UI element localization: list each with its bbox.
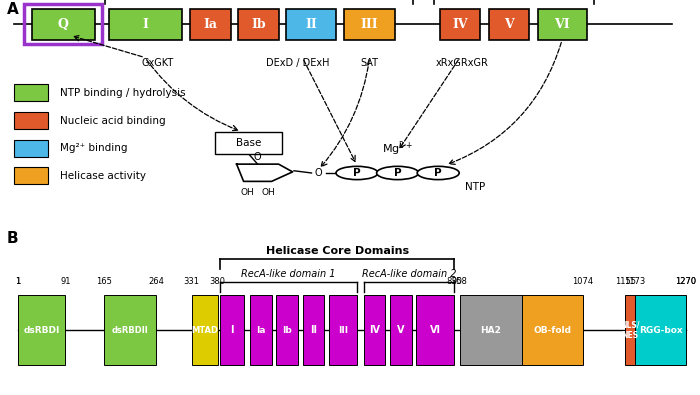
Text: 1: 1	[15, 276, 21, 286]
Text: 1074: 1074	[573, 276, 594, 286]
FancyBboxPatch shape	[104, 295, 157, 365]
Text: xRxGRxGR: xRxGRxGR	[435, 58, 489, 68]
Text: II: II	[310, 325, 317, 335]
Text: I: I	[142, 18, 148, 31]
Text: 958: 958	[452, 276, 468, 286]
Text: Mg$^{2+}$: Mg$^{2+}$	[382, 139, 413, 158]
Text: B: B	[7, 231, 19, 246]
FancyBboxPatch shape	[522, 295, 583, 365]
FancyBboxPatch shape	[18, 295, 65, 365]
Text: P: P	[394, 168, 401, 178]
Text: V: V	[504, 18, 514, 31]
Text: 1155: 1155	[615, 276, 636, 286]
FancyBboxPatch shape	[344, 9, 395, 40]
Text: O: O	[254, 152, 261, 162]
Text: V: V	[397, 325, 405, 335]
FancyBboxPatch shape	[216, 132, 281, 154]
Text: 1270: 1270	[676, 276, 696, 286]
FancyBboxPatch shape	[32, 9, 94, 40]
FancyBboxPatch shape	[538, 9, 587, 40]
Text: OH: OH	[261, 188, 275, 197]
FancyBboxPatch shape	[416, 295, 454, 365]
FancyBboxPatch shape	[250, 295, 272, 365]
FancyBboxPatch shape	[14, 140, 48, 156]
Text: dsRBDII: dsRBDII	[112, 326, 149, 335]
Text: Ib: Ib	[251, 18, 265, 31]
Text: NTP binding / hydrolysis: NTP binding / hydrolysis	[60, 88, 185, 98]
Text: Mg²⁺ binding: Mg²⁺ binding	[60, 143, 127, 153]
Text: GxGKT: GxGKT	[141, 58, 174, 68]
Text: 830: 830	[447, 276, 463, 286]
Circle shape	[417, 166, 459, 180]
Circle shape	[336, 166, 378, 180]
Text: III: III	[360, 18, 379, 31]
Text: Ib: Ib	[282, 326, 292, 335]
Text: SAT: SAT	[360, 58, 379, 68]
FancyBboxPatch shape	[192, 295, 218, 365]
Text: I: I	[230, 325, 234, 335]
Text: Q: Q	[57, 18, 69, 31]
FancyBboxPatch shape	[220, 295, 244, 365]
Text: OB-fold: OB-fold	[533, 326, 571, 335]
Text: 1173: 1173	[624, 276, 645, 286]
FancyBboxPatch shape	[108, 9, 182, 40]
Text: IV: IV	[452, 18, 468, 31]
Text: dsRBDI: dsRBDI	[24, 326, 60, 335]
Text: IV: IV	[369, 325, 380, 335]
FancyBboxPatch shape	[238, 9, 279, 40]
Text: Base: Base	[236, 138, 261, 148]
Text: Ia: Ia	[256, 326, 266, 335]
Text: RecA-like domain 2: RecA-like domain 2	[362, 269, 456, 279]
Text: 264: 264	[148, 276, 164, 286]
FancyBboxPatch shape	[364, 295, 386, 365]
FancyBboxPatch shape	[14, 167, 48, 184]
Text: 1270: 1270	[676, 276, 696, 286]
Text: DExD / DExH: DExD / DExH	[266, 58, 329, 68]
FancyBboxPatch shape	[390, 295, 412, 365]
FancyBboxPatch shape	[626, 295, 635, 365]
Text: II: II	[305, 18, 316, 31]
Text: VI: VI	[430, 325, 441, 335]
Text: Nucleic acid binding: Nucleic acid binding	[60, 116, 165, 126]
Text: Helicase Core Domains: Helicase Core Domains	[266, 246, 409, 256]
Text: RGG-box: RGG-box	[638, 326, 682, 335]
FancyBboxPatch shape	[190, 9, 231, 40]
Text: HA2: HA2	[480, 326, 501, 335]
FancyBboxPatch shape	[440, 9, 480, 40]
Text: VI: VI	[554, 18, 570, 31]
Text: MTAD: MTAD	[191, 326, 218, 335]
Text: RecA-like domain 1: RecA-like domain 1	[241, 269, 336, 279]
Circle shape	[377, 166, 419, 180]
Text: III: III	[338, 326, 348, 335]
Text: P: P	[354, 168, 360, 178]
Text: Helicase activity: Helicase activity	[60, 171, 146, 181]
FancyBboxPatch shape	[635, 295, 686, 365]
Text: Ia: Ia	[204, 18, 218, 31]
Text: P: P	[435, 168, 442, 178]
FancyBboxPatch shape	[303, 295, 324, 365]
FancyBboxPatch shape	[329, 295, 357, 365]
Text: NLS/
NES: NLS/ NES	[620, 321, 640, 340]
Text: 165: 165	[97, 276, 112, 286]
FancyBboxPatch shape	[489, 9, 529, 40]
FancyBboxPatch shape	[460, 295, 522, 365]
Text: 1: 1	[15, 276, 21, 286]
Text: NTP: NTP	[465, 182, 485, 192]
FancyBboxPatch shape	[14, 85, 48, 101]
Text: 91: 91	[60, 276, 71, 286]
FancyBboxPatch shape	[286, 9, 336, 40]
Text: OH: OH	[240, 188, 254, 197]
Text: 380: 380	[209, 276, 225, 286]
Text: O: O	[315, 168, 322, 178]
Text: 331: 331	[183, 276, 199, 286]
FancyBboxPatch shape	[276, 295, 298, 365]
Text: A: A	[7, 2, 19, 17]
FancyBboxPatch shape	[14, 112, 48, 129]
